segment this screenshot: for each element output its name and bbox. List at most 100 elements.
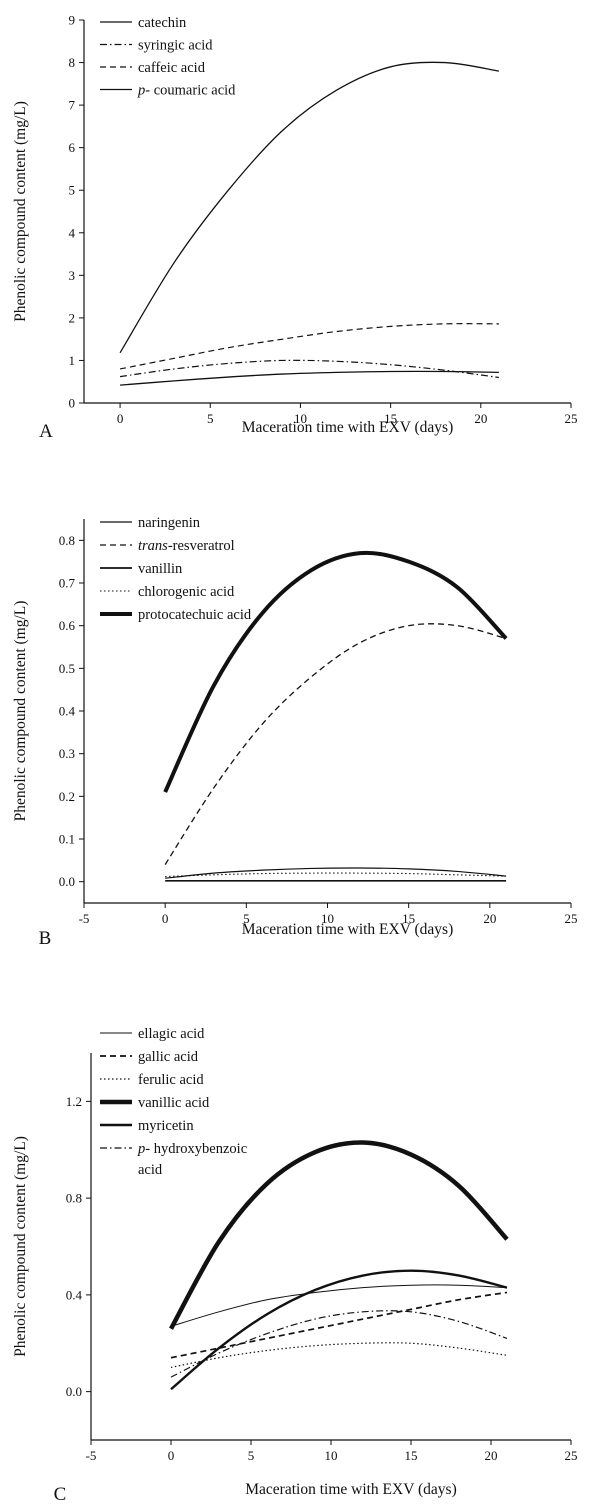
x-tick-label: -5 [86, 1448, 97, 1463]
y-tick-label: 0.8 [66, 1191, 82, 1206]
legend-entry-name: vanillic acid [138, 1095, 210, 1111]
x-axis-label: Maceration time with EXV (days) [242, 921, 454, 938]
y-tick-label: 0.8 [59, 533, 75, 548]
legend-entry-name: gallic acid [138, 1049, 199, 1065]
y-axis-label: Phenolic compound content (mg/L) [12, 101, 29, 322]
legend-entry-name: myricetin [138, 1118, 194, 1134]
legend: naringenin trans-resveratrol vanillin chlor… [100, 515, 252, 623]
x-tick-label: 15 [402, 911, 415, 926]
y-tick-label: 0 [69, 396, 76, 411]
x-tick-label: 0 [117, 411, 124, 426]
legend-entry-name: syringic acid [138, 38, 213, 54]
legend-entry: chlorogenic acid [138, 584, 235, 600]
panel-label: B [39, 928, 52, 949]
legend-entry-name: ferulic acid [138, 1072, 204, 1088]
x-tick-label: 0 [162, 911, 169, 926]
legend-entry: syringic acid [138, 38, 213, 54]
y-tick-label: 0.0 [66, 1384, 82, 1399]
y-tick-label: 8 [69, 55, 76, 70]
legend-entry-prefix: p- [137, 1141, 154, 1157]
series-line-vanillic-acid [169, 1140, 509, 1330]
x-tick-label: 10 [321, 911, 334, 926]
x-tick-label: 25 [565, 1448, 578, 1463]
legend-entry: gallic acid [138, 1049, 199, 1065]
legend-entry: catechin [138, 15, 187, 31]
y-tick-label: 7 [69, 98, 76, 113]
y-tick-label: 1 [69, 353, 76, 368]
series-line-catechin [119, 61, 499, 354]
legend-entry: p- coumaric acid [137, 83, 236, 99]
legend-entry: protocatechuic acid [138, 607, 252, 623]
x-axis-label: Maceration time with EXV (days) [245, 1481, 457, 1498]
legend-entry: myricetin [138, 1118, 194, 1134]
legend-entry-name: catechin [138, 15, 187, 31]
y-axis-label: Phenolic compound content (mg/L) [12, 601, 29, 822]
panel-label: C [54, 1484, 67, 1505]
x-tick-label: 25 [565, 411, 578, 426]
x-tick-label: 5 [243, 911, 250, 926]
chart-panel-c: -5 0 5 10 15 20 25 0.0 0.4 0.8 1.2 Maceration time … [12, 1026, 578, 1505]
legend-entry-prefix: p- [137, 83, 154, 99]
series-line-hydroxybenzoic-acid [170, 1310, 508, 1378]
legend-entry: ellagic acid [138, 1026, 205, 1042]
series-line-syringic-acid [119, 359, 499, 379]
y-tick-label: 5 [69, 183, 76, 198]
y-tick-label: 6 [69, 140, 76, 155]
legend: ellagic acid gallic acid ferulic acid vanil… [100, 1026, 247, 1178]
y-tick-label: 9 [69, 13, 76, 28]
y-tick-label: 0.2 [59, 789, 75, 804]
legend-entry: caffeic acid [138, 60, 206, 76]
legend-entry-name: resveratrol [173, 538, 235, 554]
y-tick-label: 0.4 [59, 704, 76, 719]
y-tick-label: 0.6 [59, 618, 76, 633]
x-axis-label: Maceration time with EXV (days) [242, 419, 454, 436]
y-tick-label: 0.1 [59, 832, 75, 847]
panel-label: A [39, 421, 53, 442]
y-tick-label: 0.3 [59, 746, 75, 761]
x-tick-label: 5 [248, 1448, 255, 1463]
legend-entry-name: chlorogenic acid [138, 584, 235, 600]
series-line-resveratrol [164, 623, 507, 865]
y-tick-label: 0.4 [66, 1287, 83, 1302]
legend-entry-name: ellagic acid [138, 1026, 205, 1042]
legend-entry-name: protocatechuic acid [138, 607, 252, 623]
legend-entry: naringenin [138, 515, 201, 531]
legend-entry-prefix: trans- [138, 538, 173, 554]
legend-entry: trans-resveratrol [138, 538, 235, 554]
y-tick-label: 2 [69, 310, 76, 325]
y-tick-label: 4 [69, 225, 76, 240]
y-axis-label: Phenolic compound content (mg/L) [12, 1136, 29, 1357]
series-line-protocatechuic-acid [163, 550, 508, 793]
legend-entry-name: coumaric acid [154, 83, 236, 99]
legend-entry-name: vanillin [138, 561, 183, 577]
series-line-ferulic-acid [170, 1342, 508, 1369]
legend-entry: p- hydroxybenzoic [137, 1141, 247, 1157]
legend: catechin syringic acid caffeic acid p- coum… [100, 15, 236, 99]
series-line-chlorogenic-acid [165, 872, 507, 878]
y-tick-label: 0.5 [59, 661, 75, 676]
x-tick-label: 20 [485, 1448, 498, 1463]
x-tick-label: 15 [405, 1448, 418, 1463]
x-tick-label: 10 [294, 411, 307, 426]
chart-panel-a: 0 5 10 15 20 25 0 1 2 3 4 5 6 7 8 9 Maceration time with… [12, 13, 578, 443]
series-line-ellagic-acid [170, 1284, 508, 1327]
legend-entry-name: naringenin [138, 515, 201, 531]
x-tick-label: 15 [384, 411, 397, 426]
x-tick-label: 25 [565, 911, 578, 926]
series-line-caffeic-acid [119, 323, 499, 370]
x-tick-label: 20 [483, 911, 496, 926]
y-tick-label: 3 [69, 268, 76, 283]
series-line-naringenin [165, 867, 507, 879]
chart-panel-b: -5 0 5 10 15 20 25 0.0 0.1 0.2 0.3 0.4 0.5 0.6 0.7 0.8 M… [12, 515, 578, 949]
legend-entry-name: hydroxybenzoic [154, 1141, 247, 1157]
series-line-gallic-acid [170, 1291, 508, 1359]
series-line-myricetin [170, 1269, 508, 1391]
y-tick-label: 0.7 [59, 576, 76, 591]
x-tick-label: -5 [79, 911, 90, 926]
x-tick-label: 20 [474, 411, 487, 426]
y-tick-label: 1.2 [66, 1094, 82, 1109]
x-tick-label: 10 [325, 1448, 338, 1463]
x-tick-label: 0 [168, 1448, 175, 1463]
legend-entry-wrap: acid [138, 1162, 163, 1178]
